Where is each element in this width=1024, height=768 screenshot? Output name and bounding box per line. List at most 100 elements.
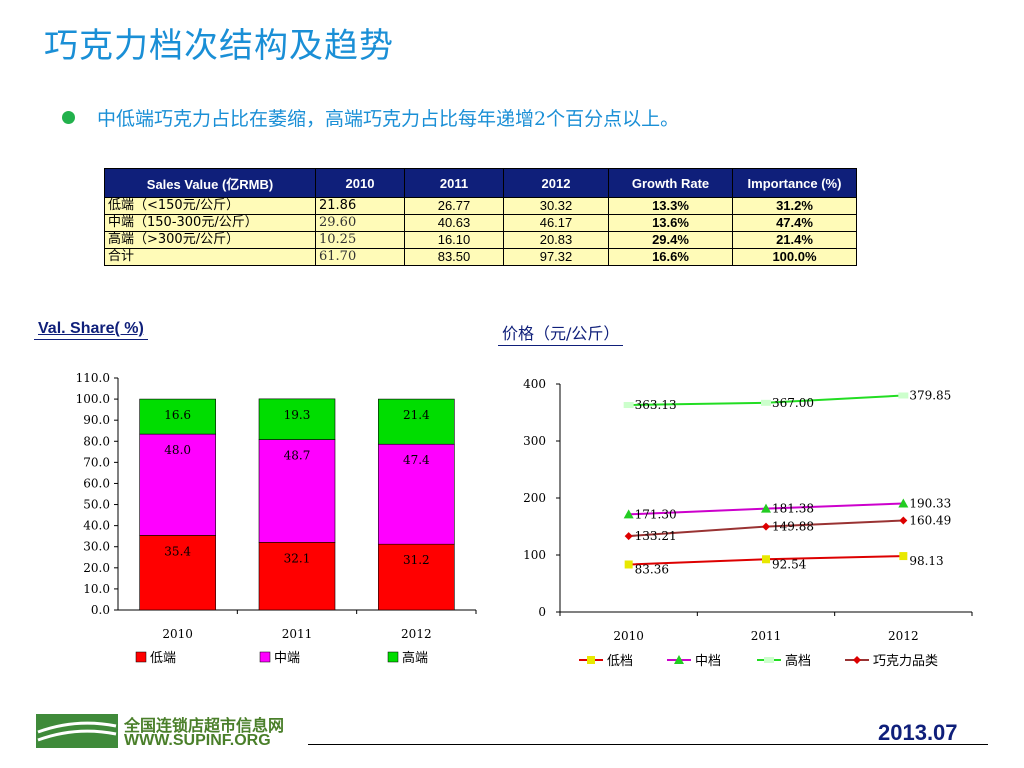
data-label: 19.3 (284, 408, 311, 422)
data-label: 21.4 (403, 408, 430, 422)
legend-label: 中端 (274, 651, 300, 666)
bullet-text: 中低端巧克力占比在萎缩，高端巧克力占比每年递增2个百分点以上。 (97, 108, 680, 130)
y-tick-label: 60.0 (83, 476, 110, 490)
price-line-chart: 0 100 200 300 400 2010 2011 2012 83.36 92.54 98.13… (523, 377, 973, 669)
line-marker (624, 532, 633, 541)
x-tick-label: 2012 (401, 627, 432, 641)
y-tick-label: 200 (523, 491, 546, 505)
page-title: 巧克力档次结构及趋势 (44, 26, 394, 66)
table-cell: 83.50 (404, 248, 504, 266)
line-marker (899, 516, 908, 525)
data-label: 190.33 (909, 497, 951, 511)
table-cell: 21.4% (732, 231, 857, 249)
table-cell: 30.32 (503, 197, 609, 215)
bar-segment (139, 535, 216, 611)
logo-text-cn: 全国连锁店超市信息网 (124, 716, 285, 735)
x-tick-label: 2010 (613, 629, 644, 643)
table-cell: 26.77 (404, 197, 504, 215)
bar-segment (258, 398, 336, 440)
bar-segment (378, 443, 455, 545)
bar-segment (258, 541, 336, 611)
y-tick-label: 400 (523, 377, 546, 391)
line-marker (624, 560, 633, 569)
table-header-cell: Growth Rate (608, 168, 733, 198)
table-header-cell: Sales Value (亿RMB) (104, 168, 316, 198)
footer-date: 2013.07 (878, 720, 958, 745)
line-marker (853, 656, 861, 664)
table-cell: 20.83 (503, 231, 609, 249)
legend-label: 低端 (150, 651, 176, 666)
table-row: 合计 61.70 83.50 97.32 16.6% 100.0% (104, 248, 857, 266)
table-cell: 100.0% (732, 248, 857, 266)
table-row: 高端（>300元/公斤） 10.25 16.10 20.83 29.4% 21.… (104, 231, 857, 249)
line-marker (762, 522, 770, 531)
footer-divider (308, 744, 988, 745)
table-cell: 10.25 (315, 231, 405, 249)
line-marker (587, 656, 595, 664)
table-header-cell: 2010 (315, 168, 405, 198)
line-marker (623, 402, 634, 409)
table-cell: 31.2% (732, 197, 857, 215)
line-marker (762, 555, 770, 564)
y-tick-label: 100.0 (76, 392, 110, 406)
bar-segment (139, 398, 216, 435)
bullet-dot-icon (62, 111, 75, 124)
share-bar-chart: 0.0 10.0 20.0 30.0 40.0 50.0 60.0 70.0 80.0 90.0 1… (76, 371, 477, 666)
y-tick-label: 0.0 (91, 603, 110, 617)
table-cell: 97.32 (503, 248, 609, 266)
legend-label: 低档 (607, 654, 633, 669)
table-cell-label: 合计 (104, 248, 316, 266)
legend-label: 高档 (785, 653, 811, 669)
table-cell-label: 低端（<150元/公斤） (104, 197, 316, 215)
line-marker (674, 655, 684, 664)
table-cell: 21.86 (315, 197, 405, 215)
x-tick-label: 2010 (162, 627, 193, 641)
y-tick-label: 100 (523, 548, 546, 562)
legend-swatch (135, 651, 147, 663)
table-cell: 47.4% (732, 214, 857, 232)
legend-swatch (259, 651, 271, 663)
data-label: 367.00 (772, 396, 814, 410)
table-cell: 16.6% (608, 248, 733, 266)
line-marker (898, 498, 909, 508)
y-tick-label: 90.0 (83, 413, 110, 427)
table-header-cell: Importance (%) (732, 168, 857, 198)
bar-segment (378, 398, 455, 445)
bullet-point: 中低端巧克力占比在萎缩，高端巧克力占比每年递增2个百分点以上。 (62, 104, 679, 131)
y-tick-label: 110.0 (76, 371, 110, 385)
table-cell: 46.17 (503, 214, 609, 232)
legend-label: 高端 (402, 650, 428, 666)
y-tick-label: 20.0 (83, 561, 110, 575)
line-marker (899, 552, 908, 561)
y-tick-label: 30.0 (83, 540, 110, 554)
share-chart-heading: Val. Share( %) (34, 320, 148, 340)
data-label: 35.4 (164, 544, 191, 558)
data-label: 149.88 (772, 520, 814, 534)
legend-label: 巧克力品类 (873, 654, 938, 669)
table-cell: 61.70 (315, 248, 405, 266)
data-label: 133.21 (635, 529, 677, 543)
x-tick-label: 2011 (751, 629, 782, 643)
table-cell: 13.3% (608, 197, 733, 215)
table-row: 中端（150-300元/公斤） 29.60 40.63 46.17 13.6% … (104, 214, 857, 232)
legend-swatch (387, 651, 399, 663)
supinf-logo (36, 714, 118, 748)
bar-segment (139, 433, 216, 536)
legend-label: 中档 (695, 654, 721, 669)
table-header-cell: 2011 (404, 168, 504, 198)
line-marker (764, 657, 774, 663)
x-tick-label: 2012 (888, 629, 919, 643)
line-marker (761, 399, 771, 406)
x-tick-label: 2011 (282, 627, 313, 641)
data-label: 171.30 (635, 507, 677, 521)
line-marker (761, 503, 771, 513)
table-cell: 40.63 (404, 214, 504, 232)
data-label: 32.1 (284, 551, 311, 565)
y-tick-label: 10.0 (83, 582, 110, 596)
data-label: 83.36 (635, 562, 669, 576)
table-cell: 29.60 (315, 214, 405, 232)
table-cell: 16.10 (404, 231, 504, 249)
table-cell: 13.6% (608, 214, 733, 232)
bar-segment (258, 439, 336, 543)
data-label: 48.0 (164, 443, 191, 457)
